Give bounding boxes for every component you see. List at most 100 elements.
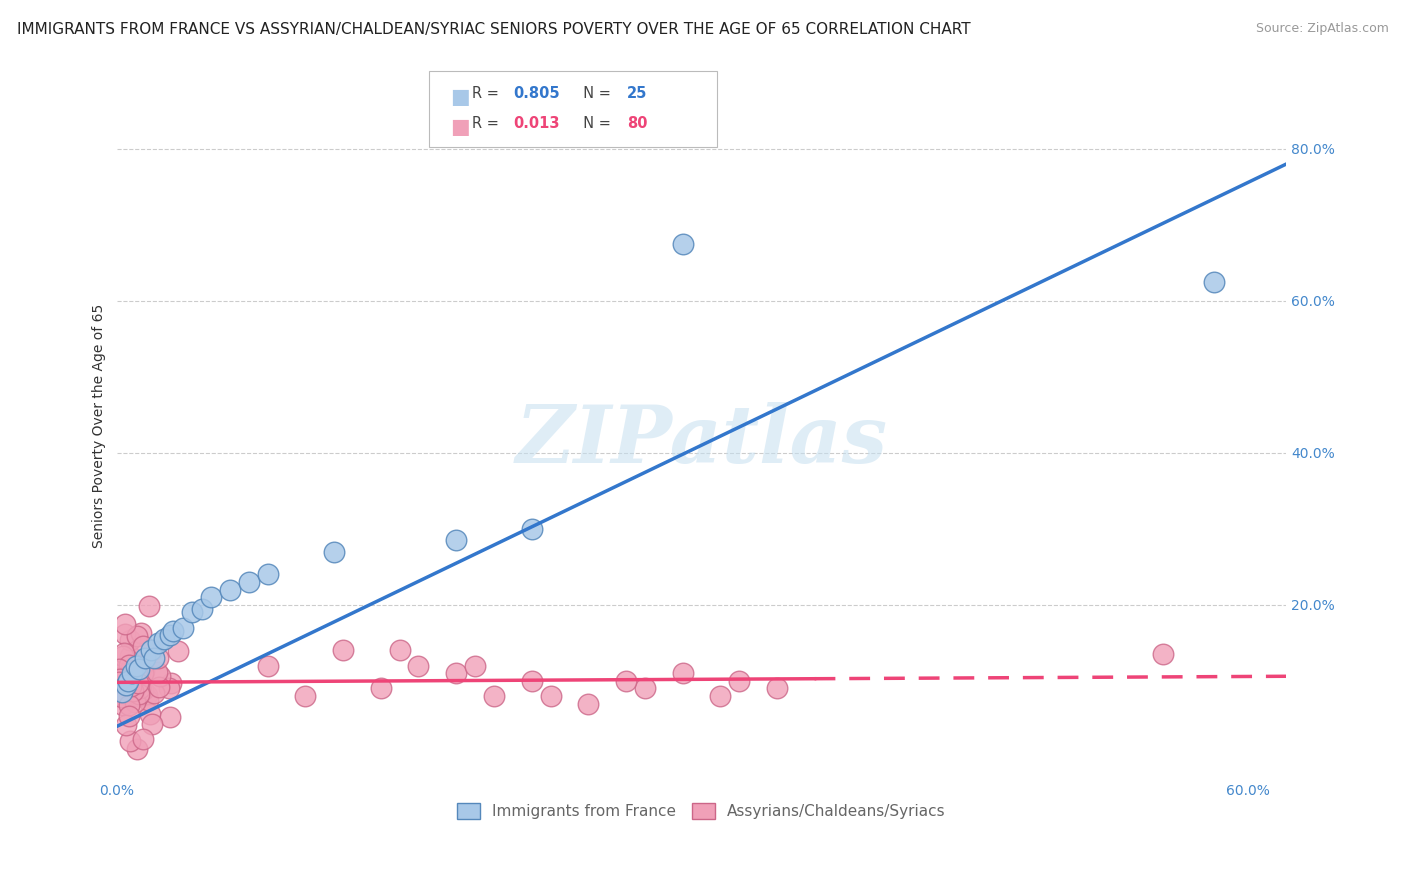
- Point: [160, 676, 183, 690]
- Point: [148, 668, 170, 682]
- Point: [115, 674, 138, 689]
- Text: IMMIGRANTS FROM FRANCE VS ASSYRIAN/CHALDEAN/SYRIAC SENIORS POVERTY OVER THE AGE : IMMIGRANTS FROM FRANCE VS ASSYRIAN/CHALD…: [17, 22, 970, 37]
- Point: [112, 646, 135, 660]
- Text: 0.805: 0.805: [513, 86, 560, 101]
- Point: [118, 698, 141, 713]
- Point: [114, 627, 136, 641]
- Legend: Immigrants from France, Assyrians/Chaldeans/Syriacs: Immigrants from France, Assyrians/Chalde…: [451, 797, 952, 825]
- Text: N =: N =: [574, 116, 616, 131]
- Point: [125, 742, 148, 756]
- Point: [200, 591, 222, 605]
- Point: [129, 681, 152, 695]
- Point: [120, 690, 142, 704]
- Point: [166, 644, 188, 658]
- Point: [322, 544, 344, 558]
- Point: [127, 689, 149, 703]
- Point: [540, 689, 562, 703]
- Point: [111, 648, 134, 663]
- Point: [121, 680, 143, 694]
- Point: [148, 636, 170, 650]
- Point: [114, 663, 136, 677]
- Text: 80: 80: [627, 116, 648, 131]
- Point: [135, 689, 157, 703]
- Point: [634, 681, 657, 696]
- Point: [108, 661, 131, 675]
- Point: [157, 681, 180, 695]
- Y-axis label: Seniors Poverty Over the Age of 65: Seniors Poverty Over the Age of 65: [93, 304, 107, 549]
- Point: [162, 624, 184, 639]
- Point: [111, 685, 134, 699]
- Point: [117, 673, 139, 688]
- Point: [256, 658, 278, 673]
- Point: [127, 629, 149, 643]
- Point: [614, 673, 637, 688]
- Point: [181, 606, 204, 620]
- Point: [115, 678, 138, 692]
- Point: [107, 674, 129, 689]
- Point: [142, 643, 165, 657]
- Point: [120, 649, 142, 664]
- Point: [114, 616, 136, 631]
- Point: [159, 628, 181, 642]
- Point: [121, 666, 143, 681]
- Point: [120, 679, 142, 693]
- Point: [1204, 275, 1226, 289]
- Point: [464, 658, 486, 673]
- Point: [148, 680, 170, 694]
- Point: [520, 522, 543, 536]
- Point: [110, 672, 132, 686]
- Point: [132, 639, 155, 653]
- Point: [190, 601, 212, 615]
- Point: [132, 665, 155, 680]
- Point: [114, 663, 136, 677]
- Point: [143, 651, 166, 665]
- Point: [153, 632, 176, 646]
- Point: [118, 658, 141, 673]
- Point: [172, 621, 194, 635]
- Point: [388, 643, 411, 657]
- Text: R =: R =: [472, 86, 503, 101]
- Point: [114, 718, 136, 732]
- Point: [112, 698, 135, 713]
- Point: [132, 664, 155, 678]
- Point: [444, 666, 467, 681]
- Point: [124, 695, 146, 709]
- Point: [120, 632, 142, 647]
- Point: [671, 236, 693, 251]
- Point: [159, 710, 181, 724]
- Text: ■: ■: [450, 117, 470, 137]
- Text: N =: N =: [574, 86, 616, 101]
- Point: [129, 626, 152, 640]
- Point: [132, 682, 155, 697]
- Point: [141, 716, 163, 731]
- Point: [294, 689, 316, 703]
- Point: [120, 663, 142, 677]
- Point: [131, 665, 153, 680]
- Point: [520, 673, 543, 688]
- Point: [129, 665, 152, 679]
- Point: [134, 651, 156, 665]
- Point: [124, 658, 146, 673]
- Point: [122, 684, 145, 698]
- Point: [118, 734, 141, 748]
- Point: [117, 709, 139, 723]
- Point: [766, 681, 789, 696]
- Point: [145, 665, 167, 679]
- Point: [139, 707, 162, 722]
- Text: R =: R =: [472, 116, 503, 131]
- Point: [111, 690, 134, 704]
- Point: [482, 689, 505, 703]
- Point: [219, 582, 242, 597]
- Point: [129, 674, 152, 689]
- Point: [1152, 647, 1174, 661]
- Point: [728, 673, 751, 688]
- Point: [110, 671, 132, 685]
- Point: [128, 687, 150, 701]
- Text: Source: ZipAtlas.com: Source: ZipAtlas.com: [1256, 22, 1389, 36]
- Point: [138, 599, 160, 613]
- Point: [136, 693, 159, 707]
- Point: [117, 673, 139, 688]
- Point: [444, 533, 467, 548]
- Point: [238, 575, 260, 590]
- Point: [111, 683, 134, 698]
